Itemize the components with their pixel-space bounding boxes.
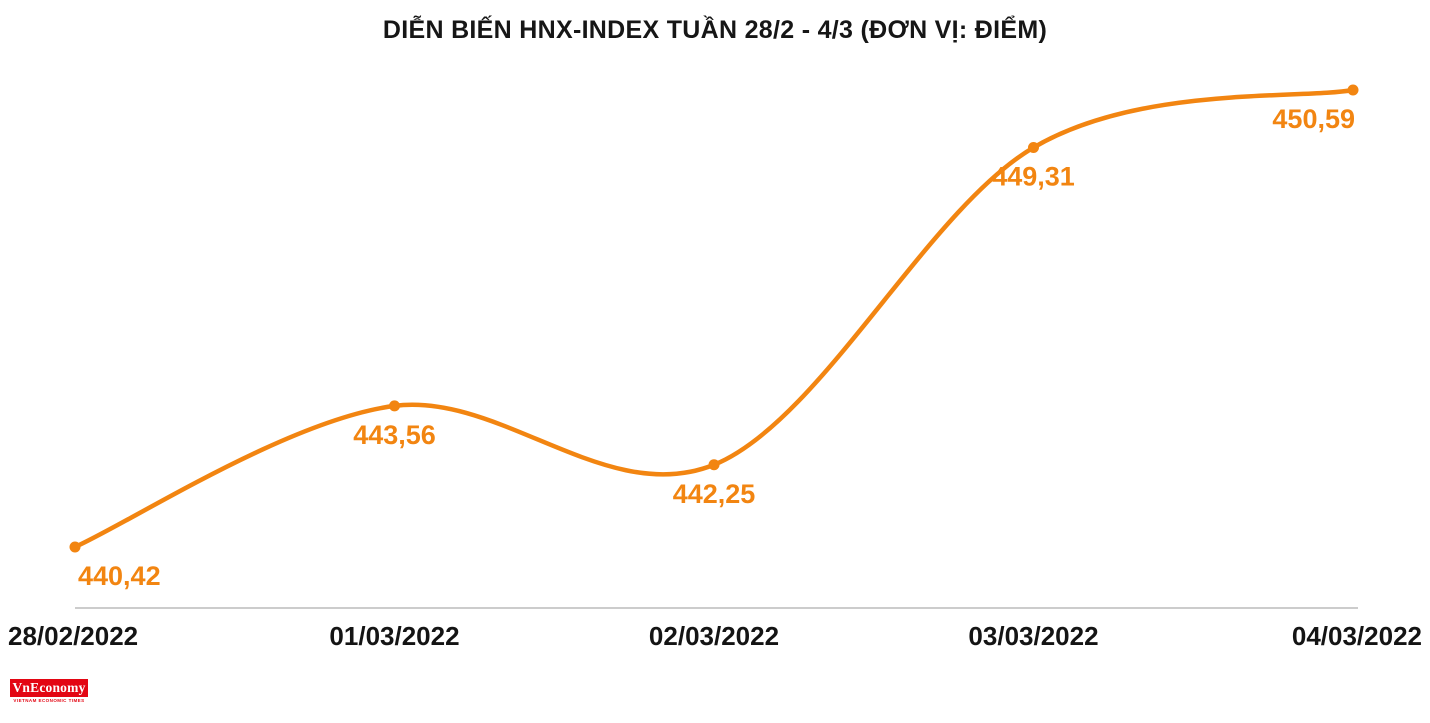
value-label: 449,31	[992, 162, 1075, 192]
data-point	[708, 459, 720, 471]
value-label: 450,59	[1272, 104, 1355, 134]
data-point	[1347, 84, 1359, 96]
vneconomy-logo-tagline: VIETNAM ECONOMIC TIMES	[13, 698, 85, 703]
data-point	[69, 541, 81, 553]
x-tick-label: 02/03/2022	[649, 621, 779, 651]
value-label: 440,42	[78, 561, 161, 591]
chart-title: DIỄN BIẾN HNX-INDEX TUẦN 28/2 - 4/3 (ĐƠN…	[382, 16, 1048, 44]
x-tick-label: 03/03/2022	[968, 621, 1098, 651]
vneconomy-logo: VnEconomy VIETNAM ECONOMIC TIMES	[10, 679, 88, 703]
data-point	[389, 400, 400, 412]
x-tick-label: 28/02/2022	[8, 621, 138, 651]
x-tick-label: 04/03/2022	[1292, 621, 1422, 651]
value-label: 443,56	[353, 420, 436, 450]
x-tick-label: 01/03/2022	[329, 621, 459, 651]
vneconomy-logo-text: VnEconomy	[10, 679, 88, 697]
data-point	[1028, 142, 1039, 154]
value-label: 442,25	[673, 479, 756, 509]
